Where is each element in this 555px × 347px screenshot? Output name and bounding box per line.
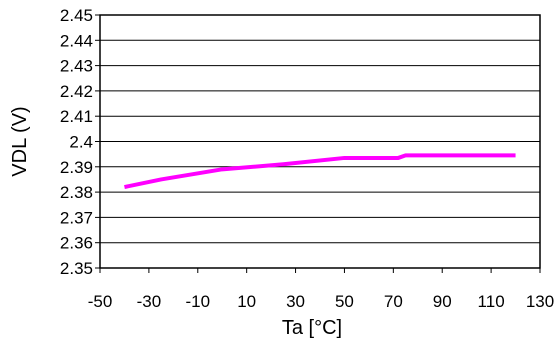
- x-tick-label: 70: [384, 292, 403, 311]
- y-tick-label: 2.41: [60, 107, 93, 126]
- y-tick-label: 2.38: [60, 183, 93, 202]
- x-tick-label: -50: [88, 292, 113, 311]
- x-tick-label: 30: [286, 292, 305, 311]
- y-tick-label: 2.44: [60, 31, 93, 50]
- series-group: [124, 153, 516, 189]
- x-axis: -50 -30 -10 10 30 50 70 90 110 130: [88, 268, 554, 311]
- y-axis-label: VDL (V): [9, 106, 31, 176]
- y-tick-label: 2.37: [60, 208, 93, 227]
- x-tick-label: -30: [137, 292, 162, 311]
- y-tick-label: 2.35: [60, 259, 93, 278]
- grid: [100, 39, 540, 244]
- x-tick-label: 90: [433, 292, 452, 311]
- x-tick-label: 10: [237, 292, 256, 311]
- y-tick-label: 2.43: [60, 57, 93, 76]
- y-tick-label: 2.39: [60, 158, 93, 177]
- x-axis-label: Ta [°C]: [282, 317, 342, 339]
- x-tick-label: -10: [185, 292, 210, 311]
- x-tick-label: 50: [335, 292, 354, 311]
- y-axis: 2.35 2.36 2.37 2.38 2.39 2.4 2.41 2.42 2.43 2.44 2…: [60, 6, 100, 278]
- y-tick-label: 2.36: [60, 234, 93, 253]
- y-tick-label: 2.45: [60, 6, 93, 25]
- y-tick-label: 2.42: [60, 82, 93, 101]
- x-tick-label: 110: [478, 292, 505, 311]
- series-line-0: [124, 153, 516, 189]
- x-tick-label: 130: [526, 292, 554, 311]
- y-tick-label: 2.4: [69, 133, 93, 152]
